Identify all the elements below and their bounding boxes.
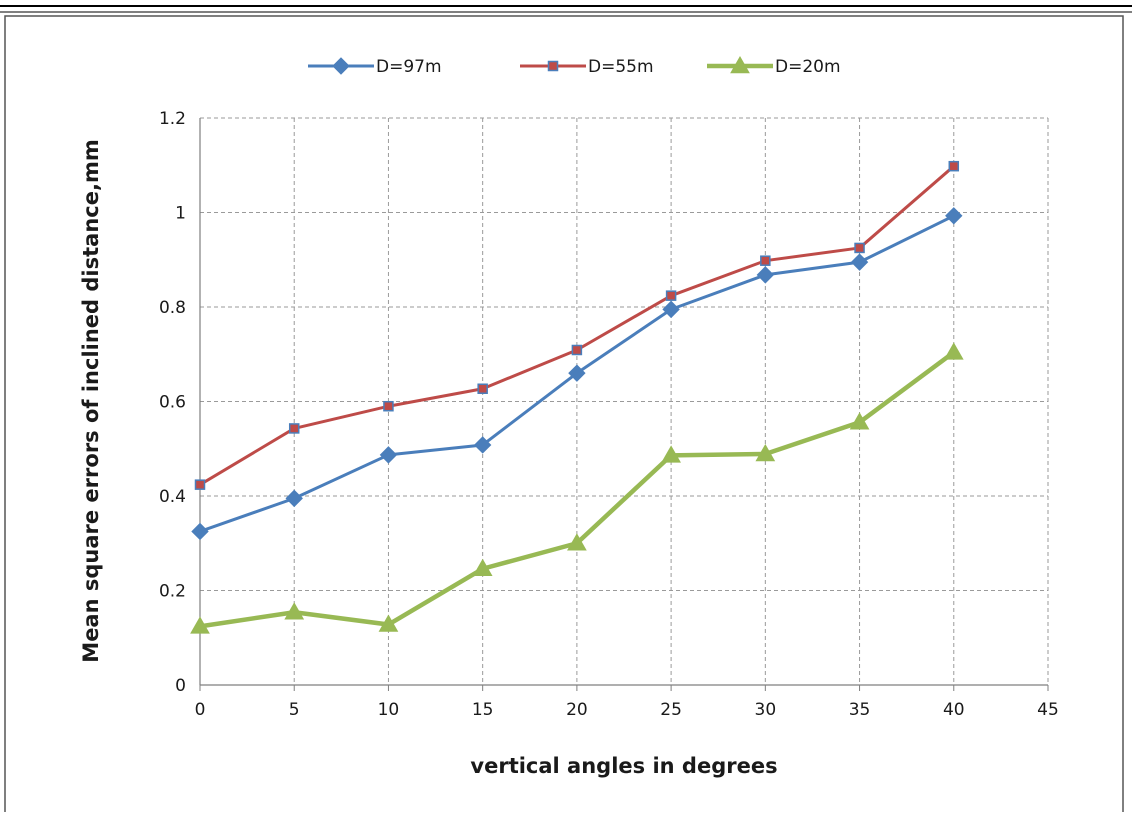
data-point: [472, 558, 493, 577]
data-point: [190, 616, 210, 634]
data-point: [662, 300, 680, 319]
x-axis-title: vertical angles in degrees: [470, 754, 777, 778]
x-tick-labels: 0 5 10 15 20 25 30 35 40 45: [195, 700, 1059, 720]
series-D=97m: [191, 207, 963, 541]
data-point: [473, 436, 492, 454]
data-point: [285, 489, 303, 508]
series-D=55m: [194, 160, 960, 490]
x-tick-label: 45: [1037, 700, 1059, 720]
data-point: [568, 364, 586, 382]
data-point: [379, 446, 398, 464]
data-point: [943, 342, 964, 360]
y-tick-label: 0.6: [159, 393, 186, 413]
data-point: [849, 412, 870, 430]
series-group: [190, 160, 964, 634]
legend-swatch-marker: [332, 57, 350, 75]
data-point: [571, 344, 583, 356]
data-point: [191, 522, 209, 541]
legend: D=97m D=55m D=20m: [308, 55, 841, 77]
data-point: [383, 400, 394, 412]
y-tick-label: 0.8: [159, 298, 186, 318]
data-point: [755, 443, 776, 462]
data-point: [760, 255, 771, 266]
legend-item: D=55m: [520, 57, 654, 77]
gridlines: [200, 117, 1049, 685]
legend-item: D=20m: [707, 55, 841, 77]
data-point: [661, 445, 681, 463]
x-tick-label: 5: [289, 700, 300, 720]
y-tick-label: 1: [175, 204, 186, 224]
data-point: [948, 160, 960, 172]
legend-label: D=55m: [588, 57, 654, 77]
x-tick-label: 10: [378, 700, 400, 720]
legend-label: D=20m: [775, 57, 841, 77]
data-point: [756, 266, 775, 284]
data-point: [194, 479, 206, 490]
data-point: [850, 253, 869, 271]
data-point: [284, 602, 305, 620]
y-tick-label: 0: [175, 676, 186, 696]
legend-item: D=97m: [308, 57, 442, 77]
series-D=20m: [190, 342, 964, 634]
legend-label: D=97m: [376, 57, 442, 77]
x-tick-label: 0: [195, 700, 206, 720]
y-axis-title: Mean square errors of inclined distance,…: [79, 139, 103, 662]
legend-swatch-marker: [547, 60, 559, 72]
legend-swatch-marker: [730, 55, 750, 74]
chart-area-border: [4, 15, 1124, 817]
y-tick-label: 0.4: [159, 487, 186, 507]
data-point: [378, 614, 399, 632]
data-point: [288, 423, 300, 434]
x-tick-label: 25: [660, 700, 682, 720]
x-tick-label: 20: [566, 700, 588, 720]
data-point: [854, 242, 865, 254]
data-point: [477, 383, 488, 394]
x-tick-label: 35: [849, 700, 871, 720]
y-tick-label: 0.2: [159, 582, 186, 602]
x-tick-label: 15: [472, 700, 494, 720]
x-tick-label: 40: [943, 700, 965, 720]
y-tick-label: 1.2: [159, 109, 186, 129]
y-tick-labels: 0 0.2 0.4 0.6 0.8 1 1.2: [159, 109, 186, 696]
data-point: [945, 207, 963, 225]
axes: [199, 118, 1049, 691]
x-tick-label: 30: [755, 700, 777, 720]
data-point: [665, 290, 677, 301]
data-point: [567, 533, 587, 551]
